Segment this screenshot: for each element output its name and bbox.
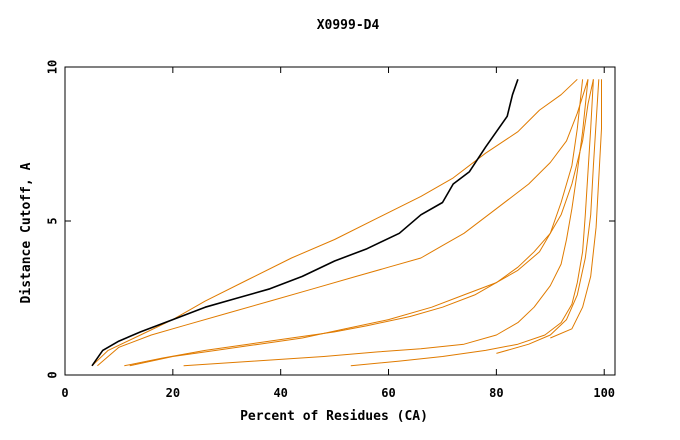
x-tick-label: 40	[273, 386, 287, 400]
x-tick-label: 80	[489, 386, 503, 400]
series-line-model-2	[97, 79, 589, 367]
series-group	[91, 78, 602, 367]
x-tick-label: 0	[61, 386, 68, 400]
y-tick-label: 10	[46, 60, 60, 74]
y-axis-label: Distance Cutoff, A	[19, 162, 34, 303]
series-line-model-7	[496, 79, 600, 354]
series-line-model-8	[550, 79, 602, 339]
y-tick-label: 5	[46, 217, 60, 224]
series-line-model-4	[129, 79, 594, 367]
series-line-model-6	[350, 79, 594, 367]
x-axis-label: Percent of Residues (CA)	[240, 409, 428, 424]
x-tick-label: 100	[593, 386, 615, 400]
series-line-model-5	[183, 79, 589, 367]
x-tick-label: 60	[381, 386, 395, 400]
x-tick-label: 20	[166, 386, 180, 400]
y-tick-label: 0	[46, 371, 60, 378]
series-line-model-3	[124, 79, 584, 367]
series-line-highlighted	[91, 79, 519, 367]
series-line-model-1	[91, 78, 578, 367]
axis-ticks: 0 20 40 60 80 100 0 5 10	[46, 60, 616, 400]
chart-title: X0999-D4	[317, 18, 380, 33]
